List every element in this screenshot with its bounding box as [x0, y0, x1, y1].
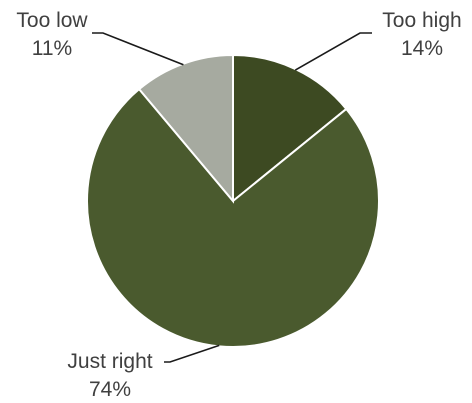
leader-lines [92, 32, 372, 363]
leader-line-too-low [92, 32, 184, 66]
label-just-right: Just right 74% [67, 350, 152, 401]
label-too-low-name: Too low [16, 9, 88, 32]
pie-slice-just-right [86, 87, 380, 348]
label-too-high-value: 14% [401, 37, 443, 60]
label-just-right-name: Just right [67, 350, 152, 373]
leader-line-too-high [294, 32, 372, 71]
label-too-high: Too high 14% [382, 9, 461, 60]
label-too-high-name: Too high [382, 9, 461, 32]
label-just-right-value: 74% [89, 378, 131, 401]
leader-line-just-right [164, 344, 220, 363]
label-too-low-value: 11% [32, 37, 72, 60]
pie-slices [86, 53, 380, 348]
label-too-low: Too low 11% [16, 9, 88, 60]
